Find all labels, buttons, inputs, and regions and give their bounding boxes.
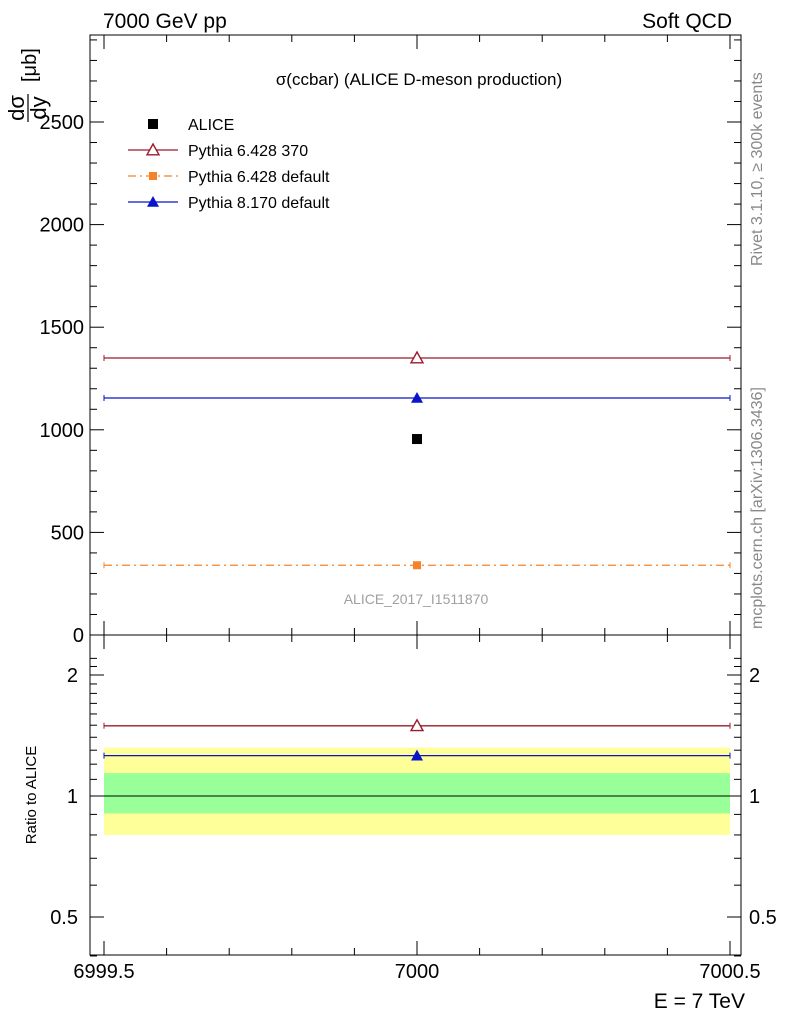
ratio-panel: 0.5 0.5 1 1 2 2 6999.5 7000 7000.5 Ratio to ALI… xyxy=(23,634,777,1013)
legend-marker xyxy=(149,172,157,180)
legend-entry-pythia-6-428-370: Pythia 6.428 370 xyxy=(128,142,308,160)
x-tick-label: 6999.5 xyxy=(73,961,134,983)
legend-entry-alice: ALICE xyxy=(148,117,234,134)
ratio-y-tick-labels: 0.5 0.5 1 1 2 2 xyxy=(50,665,777,929)
rivet-version-label: Rivet 3.1.10, ≥ 300k events xyxy=(749,72,766,266)
legend-entry-pythia-8-170-default: Pythia 8.170 default xyxy=(128,195,330,212)
ratio-series-layer xyxy=(103,718,731,761)
main-y-tick-label: 2500 xyxy=(40,112,85,134)
ratio-y-tick-label-right: 0.5 xyxy=(749,907,777,929)
ratio-y-tick-label-right: 2 xyxy=(749,665,760,687)
ratio-series-pythia-8-170-default xyxy=(103,749,731,761)
ratio-data-point xyxy=(409,718,425,732)
legend-label: ALICE xyxy=(188,117,234,134)
main-plot-title: σ(ccbar) (ALICE D-meson production) xyxy=(276,70,562,89)
data-point xyxy=(411,391,423,403)
series-alice xyxy=(412,434,422,445)
ratio-series-pythia-6-428-370 xyxy=(103,718,731,732)
main-axis-ticks xyxy=(90,35,741,636)
ratio-y-axis-label: Ratio to ALICE xyxy=(23,746,40,844)
y-label-denominator: dy xyxy=(26,96,51,119)
legend-label: Pythia 6.428 default xyxy=(188,169,330,186)
main-panel: 0 500 1000 1500 2000 2500 σ(ccbar) (ALICE D-m… xyxy=(4,34,742,647)
ratio-uncertainty-bands xyxy=(104,747,730,835)
source-reference-label: mcplots.cern.ch [arXiv:1306.3436] xyxy=(749,387,766,629)
legend-label: Pythia 6.428 370 xyxy=(188,143,308,160)
series-pythia-8-170-default xyxy=(103,391,731,403)
y-label-numerator: dσ xyxy=(4,95,29,121)
main-y-tick-label: 500 xyxy=(51,522,84,544)
main-y-tick-labels: 0 500 1000 1500 2000 2500 xyxy=(40,112,85,647)
series-pythia-6-428-default xyxy=(103,561,731,570)
main-y-tick-label: 2000 xyxy=(40,215,85,237)
main-y-axis-label: dσ dy [μb] xyxy=(4,48,51,122)
legend-entry-pythia-6-428-default: Pythia 6.428 default xyxy=(128,169,330,186)
x-tick-labels: 6999.5 7000 7000.5 xyxy=(73,961,760,983)
main-y-tick-label: 0 xyxy=(73,625,84,647)
legend-marker xyxy=(147,196,159,207)
main-y-tick-label: 1500 xyxy=(40,317,85,339)
ratio-axis-ticks xyxy=(90,635,741,957)
main-y-tick-label: 1000 xyxy=(40,420,85,442)
series-pythia-6-428-370 xyxy=(103,350,731,364)
data-point xyxy=(409,350,425,364)
legend: ALICE Pythia 6.428 370 Pythia 6.428 defaul… xyxy=(128,117,330,212)
x-axis-label: E = 7 TeV xyxy=(654,990,745,1013)
legend-marker xyxy=(148,119,158,129)
ratio-y-tick-label: 2 xyxy=(67,665,78,687)
ratio-y-tick-label: 0.5 xyxy=(50,907,78,929)
data-point xyxy=(413,561,421,570)
main-series-layer xyxy=(103,350,731,570)
x-tick-label: 7000.5 xyxy=(699,961,760,983)
ratio-y-tick-label: 1 xyxy=(67,786,78,808)
ratio-plot-frame xyxy=(89,634,742,956)
header-category-label: Soft QCD xyxy=(642,10,732,33)
y-label-unit: [μb] xyxy=(19,48,41,82)
header-collision-label: 7000 GeV pp xyxy=(103,10,227,33)
ratio-y-tick-label-right: 1 xyxy=(749,786,760,808)
analysis-tag-label: ALICE_2017_I1511870 xyxy=(344,591,489,607)
legend-label: Pythia 8.170 default xyxy=(188,195,330,212)
ratio-data-point xyxy=(411,749,423,761)
ratio-band-inner xyxy=(104,773,730,814)
data-point xyxy=(412,434,422,445)
legend-marker xyxy=(145,142,161,156)
x-tick-label: 7000 xyxy=(395,961,440,983)
